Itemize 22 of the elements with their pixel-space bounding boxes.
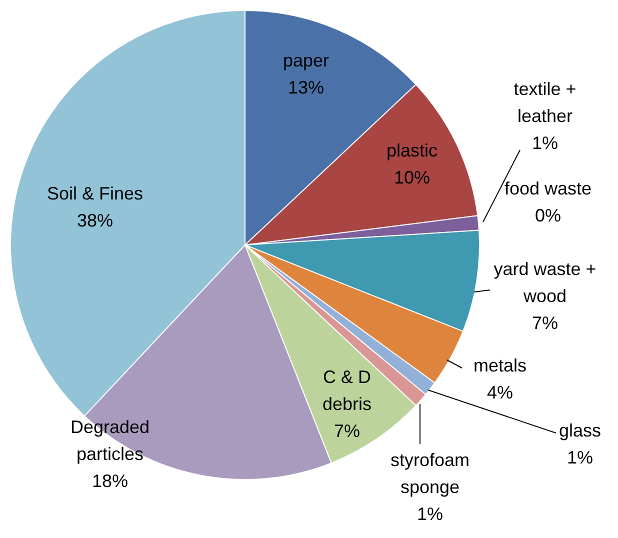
data-label: 4% xyxy=(486,382,514,402)
data-label: 13% xyxy=(288,77,324,98)
data-label: 7% xyxy=(532,312,558,333)
data-label: 18% xyxy=(92,470,128,491)
text: 0% xyxy=(534,205,562,226)
slice-label: plastic xyxy=(386,140,438,160)
slice-label: Degraded particles xyxy=(70,416,150,464)
slice-label: glass xyxy=(558,420,602,440)
data-label: 1% xyxy=(416,504,444,524)
category-label: food waste xyxy=(504,178,592,198)
slice-label: C & D debris xyxy=(322,366,372,414)
slice-label: paper xyxy=(282,50,330,70)
slice-label: textile + leather xyxy=(514,78,576,126)
data-label: 7% xyxy=(334,420,360,441)
slice-label: yard waste + wood xyxy=(494,258,596,306)
slice-label: metals xyxy=(473,355,527,376)
data-label: 1% xyxy=(532,132,558,153)
slice-label: styrofoam sponge xyxy=(390,450,470,497)
data-label: 1% xyxy=(566,447,594,468)
data-label: 10% xyxy=(394,167,430,188)
slice-label: Soil & Fines xyxy=(46,183,144,204)
data-label: 38% xyxy=(76,210,114,230)
